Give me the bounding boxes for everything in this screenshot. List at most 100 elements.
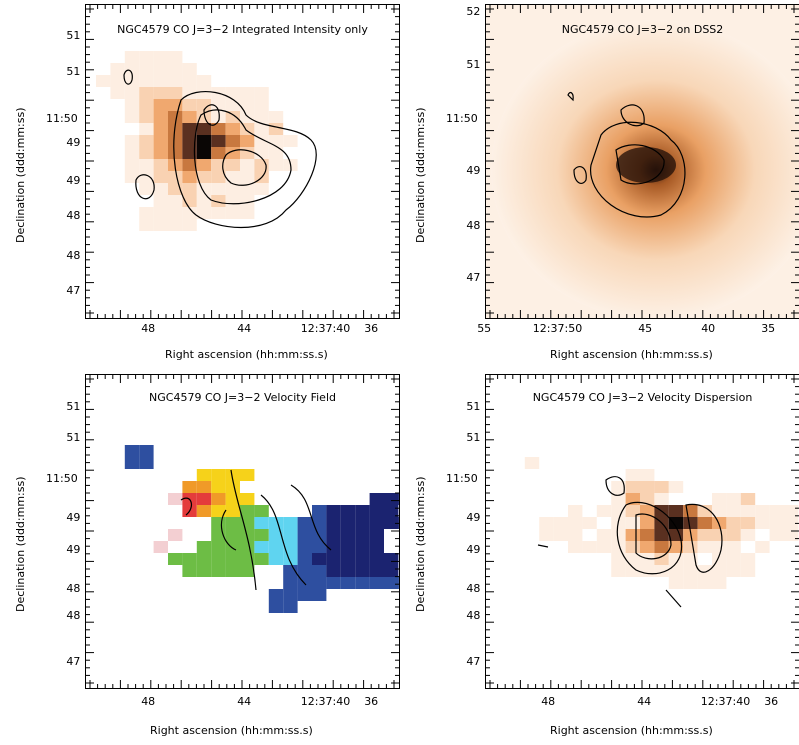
map-pixel [153, 99, 168, 111]
x-axis-label-dispersion: Right ascension (hh:mm:ss.s) [550, 724, 713, 737]
map-pixel [697, 505, 712, 517]
map-pixel [326, 505, 341, 517]
map-pixel [225, 87, 240, 99]
map-pixel [683, 505, 698, 517]
map-pixel [740, 493, 756, 505]
plot-area-dss2: NGC4579 CO J=3−2 on DSS2 [485, 4, 799, 319]
map-pixel [139, 99, 154, 111]
map-pixel [225, 553, 240, 565]
map-pixel [312, 505, 327, 517]
map-pixel [153, 51, 168, 63]
map-pixel [568, 541, 583, 553]
map-pixel [168, 493, 183, 505]
map-pixel [211, 123, 226, 135]
y-tick-label: 47 [66, 655, 81, 668]
map-pixel [139, 457, 154, 469]
y-axis-label-dispersion: Declination (ddd:mm:ss) [414, 476, 427, 612]
map-pixel [340, 553, 356, 565]
map-pixel [384, 565, 399, 577]
map-pixel [168, 529, 183, 541]
map-pixel [240, 147, 255, 159]
map-pixel [240, 505, 255, 517]
map-pixel [225, 207, 240, 219]
contour-line [615, 144, 665, 185]
map-pixel [697, 517, 712, 529]
map-pixel [124, 147, 140, 159]
contour-line [230, 469, 257, 591]
map-pixel [668, 505, 684, 517]
map-pixel [712, 505, 727, 517]
map-pixel [211, 111, 226, 123]
map-pixel [384, 553, 399, 565]
map-pixel [297, 553, 312, 565]
map-pixel [553, 517, 568, 529]
panel-title-intensity: NGC4579 CO J=3−2 Integrated Intensity on… [117, 23, 368, 36]
map-pixel [182, 135, 197, 147]
y-tick-label: 51 [466, 58, 481, 71]
map-pixel [369, 493, 384, 505]
map-pixel [182, 75, 197, 87]
map-pixel [211, 505, 226, 517]
map-pixel [625, 481, 640, 493]
map-pixel [225, 517, 240, 529]
map-pixel [712, 541, 727, 553]
y-tick-label: 11:50 [46, 112, 78, 125]
map-pixel [384, 505, 399, 517]
map-pixel [568, 517, 583, 529]
map-pixel [369, 553, 384, 565]
map-pixel [196, 481, 212, 493]
map-pixel [268, 135, 284, 147]
map-pixel [211, 195, 226, 207]
x-tick-label: 12:37:40 [300, 322, 351, 335]
map-pixel [196, 171, 212, 183]
y-tick-label: 11:50 [46, 472, 78, 485]
map-pixel [312, 553, 327, 565]
map-pixel [211, 553, 226, 565]
map-pixel [254, 135, 269, 147]
map-pixel [182, 207, 197, 219]
map-pixel [196, 147, 212, 159]
map-pixel [196, 123, 212, 135]
map-pixel [268, 553, 284, 565]
plot-area-intensity: NGC4579 CO J=3−2 Integrated Intensity on… [85, 4, 400, 319]
map-pixel [326, 529, 341, 541]
map-pixel [784, 505, 799, 517]
y-tick-label: 51 [66, 431, 81, 444]
map-pixel [611, 553, 626, 565]
map-pixel [654, 541, 669, 553]
map-pixel [168, 147, 183, 159]
x-tick-label: 36 [764, 695, 779, 708]
map-pixel [398, 577, 399, 589]
map-pixel [640, 469, 655, 481]
map-pixel [124, 51, 140, 63]
map-pixel [697, 565, 712, 577]
map-pixel [225, 481, 240, 493]
map-pixel [196, 159, 212, 171]
map-pixel [340, 529, 356, 541]
y-tick-label: 11:50 [446, 112, 478, 125]
map-pixel [740, 505, 756, 517]
map-pixel [297, 529, 312, 541]
map-pixel [139, 207, 154, 219]
map-pixel [124, 159, 140, 171]
contour-line [590, 121, 686, 218]
map-pixel [139, 219, 154, 231]
map-pixel [384, 577, 399, 589]
contour-line [605, 476, 625, 496]
map-pixel [611, 505, 626, 517]
map-pixel [726, 505, 741, 517]
map-pixel [283, 565, 298, 577]
map-pixel [268, 589, 284, 601]
map-pixel [283, 517, 298, 529]
y-tick-label: 48 [66, 609, 81, 622]
map-pixel [326, 577, 341, 589]
map-pixel [124, 87, 140, 99]
map-pixel [726, 541, 741, 553]
map-pixel [196, 87, 212, 99]
map-pixel [283, 589, 298, 601]
map-pixel [182, 171, 197, 183]
map-pixel [240, 171, 255, 183]
map-pixel [596, 541, 612, 553]
map-pixel [326, 565, 341, 577]
map-pixel [640, 529, 655, 541]
